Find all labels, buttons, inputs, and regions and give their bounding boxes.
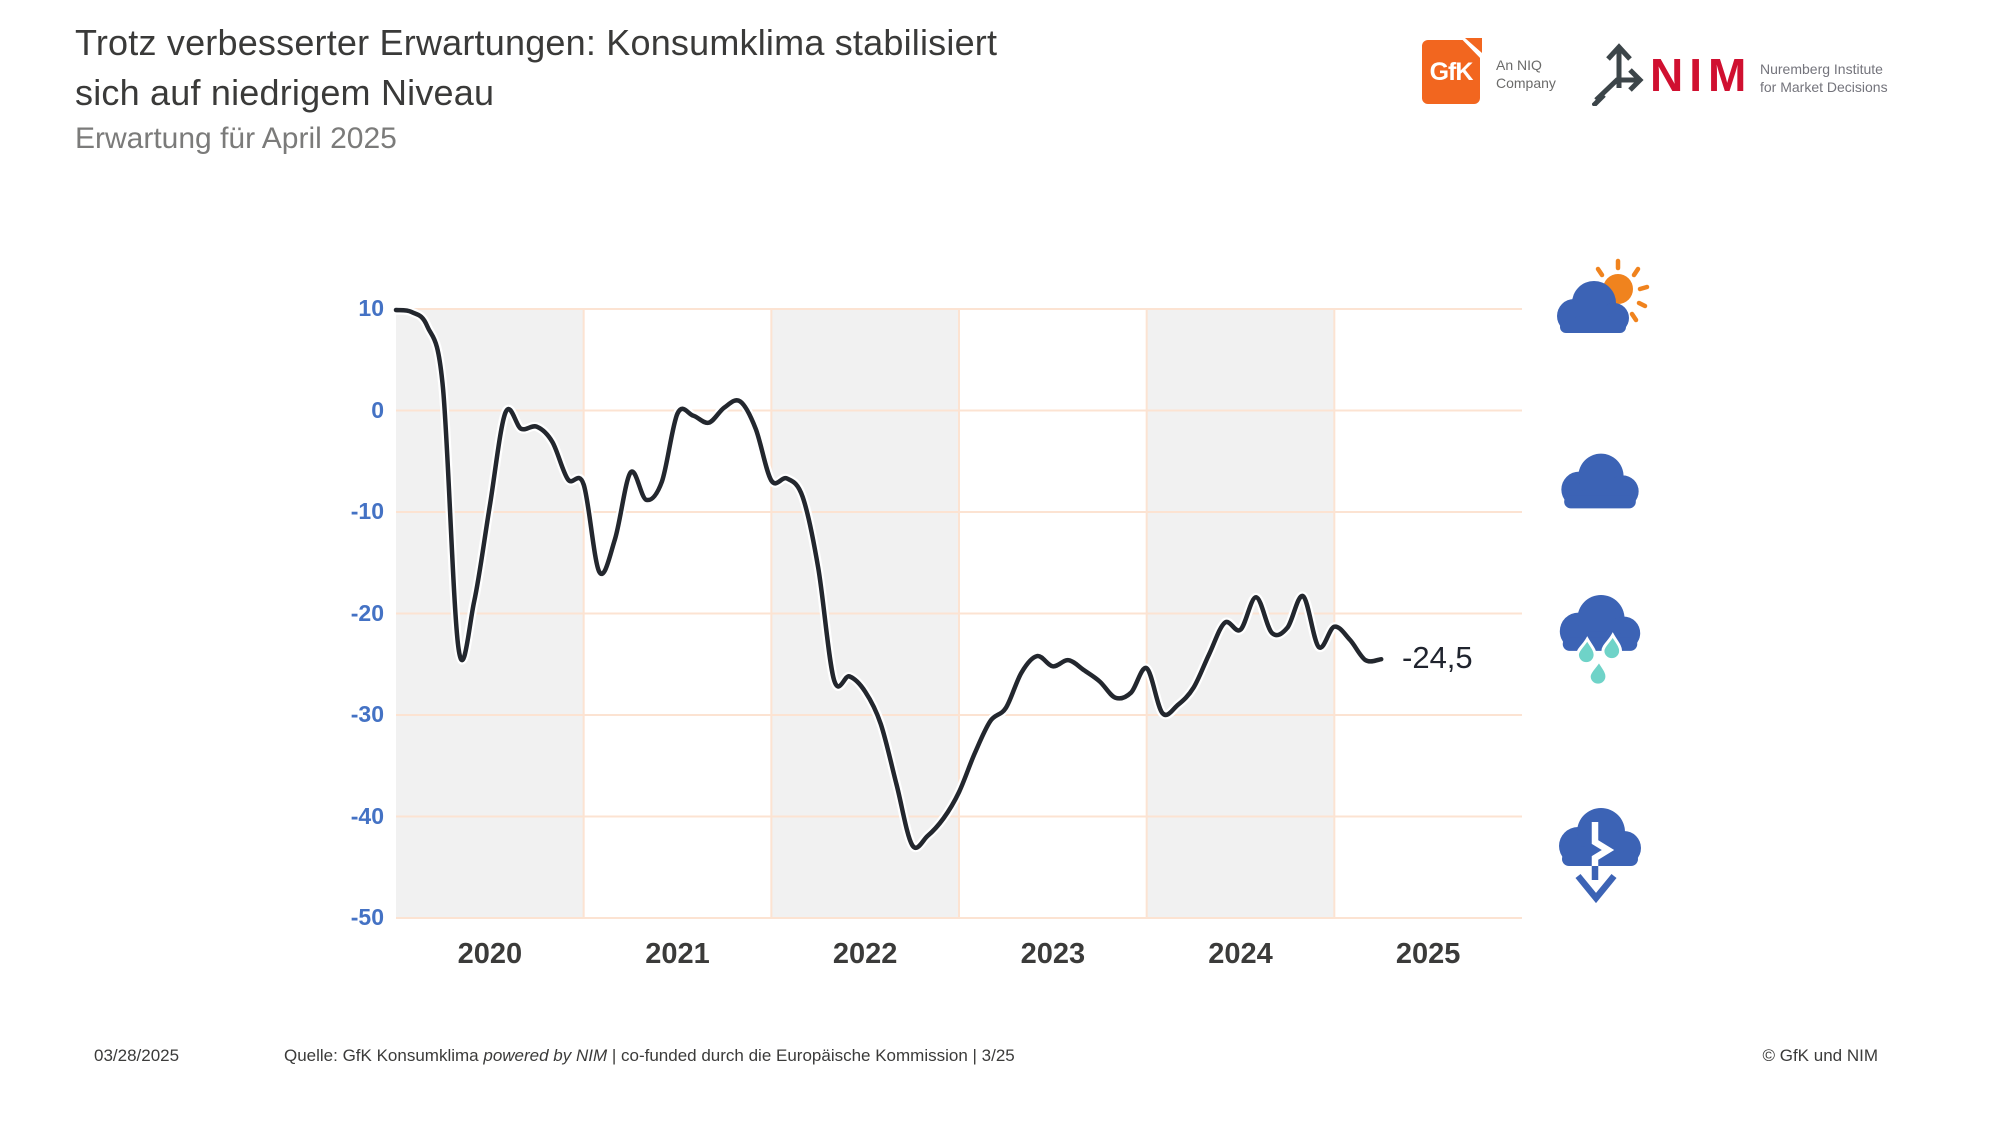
footer-source: Quelle: GfK Konsumklima powered by NIM |… (284, 1046, 1015, 1066)
nim-logo-text: NIM (1650, 49, 1753, 101)
source-powered-by: powered by NIM (483, 1046, 608, 1065)
gfk-logo-corner (1465, 38, 1482, 53)
x-tick-label: 2024 (1208, 938, 1273, 970)
nim-logo-icon (1592, 43, 1644, 106)
sun-cloud-icon (1557, 258, 1650, 333)
x-tick-label: 2021 (645, 938, 710, 970)
gfk-tagline: An NIQ Company (1496, 57, 1556, 91)
source-suffix: | co-funded durch die Europäische Kommis… (607, 1046, 1015, 1065)
x-tick-label: 2023 (1020, 938, 1086, 970)
footer-copyright: © GfK und NIM (1762, 1046, 1878, 1065)
y-tick-label: -10 (350, 498, 384, 524)
x-axis-labels: 2020 2021 2022 2023 2024 2025 (396, 938, 1522, 978)
chart-canvas (391, 305, 1522, 919)
title-line-1: Trotz verbesserter Erwartungen: Konsumkl… (75, 22, 998, 63)
line-chart (391, 305, 1522, 919)
x-tick-label: 2025 (1395, 938, 1461, 970)
x-tick-label: 2020 (457, 938, 523, 970)
rain-cloud-icon (1559, 594, 1641, 687)
cloud-icon (1561, 453, 1639, 509)
page-title: Trotz verbesserter Erwartungen: Konsumkl… (75, 18, 997, 118)
x-tick-label: 2022 (832, 938, 898, 970)
footer-date: 03/28/2025 (94, 1046, 180, 1065)
y-tick-label: -50 (350, 904, 384, 930)
y-tick-label: 10 (358, 295, 384, 321)
series-line (393, 307, 1384, 850)
source-prefix: Quelle: GfK Konsumklima (284, 1046, 484, 1065)
y-tick-label: -30 (350, 701, 384, 727)
page-subtitle: Erwartung für April 2025 (75, 122, 397, 155)
nim-tagline: Nuremberg Institute for Market Decisions (1760, 61, 1888, 95)
y-tick-label: -20 (350, 599, 384, 626)
last-value-label: -24,5 (1402, 640, 1473, 675)
title-line-2: sich auf niedrigem Niveau (75, 72, 495, 113)
gfk-logo-text: GfK (1429, 58, 1474, 86)
y-axis-labels: 10 0 -10 -20 -30 -40 -50 (296, 295, 384, 930)
y-tick-label: -40 (350, 802, 384, 829)
y-tick-label: 0 (371, 396, 384, 423)
cloud-down-arrow-icon (1559, 808, 1641, 904)
